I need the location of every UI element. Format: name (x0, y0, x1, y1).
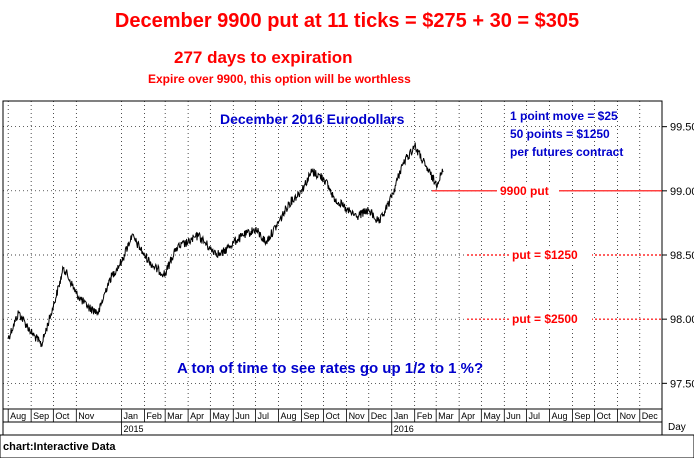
price-point (187, 241, 189, 243)
x-tick-label: Aug (10, 411, 26, 421)
x-tick-label: Sep (574, 411, 590, 421)
price-point (17, 312, 20, 314)
price-point (300, 190, 303, 192)
price-point (254, 228, 257, 230)
price-point (311, 170, 313, 173)
price-point (391, 196, 393, 198)
price-series-line (7, 142, 444, 348)
price-point (378, 222, 380, 224)
reference-line-label: put = $2500 (512, 312, 578, 326)
reference-label-bg (509, 312, 592, 327)
x-tick-label: Nov (349, 411, 366, 421)
x-tick-label: May (483, 411, 501, 421)
x-tick-label: Feb (146, 411, 162, 421)
price-point (277, 222, 280, 224)
price-point (323, 177, 325, 179)
reference-line-label: put = $1250 (512, 248, 578, 262)
price-point (52, 305, 54, 307)
days-to-expiration: 277 days to expiration (174, 48, 353, 67)
price-point (356, 215, 358, 218)
grid (3, 101, 662, 409)
headline: December 9900 put at 11 ticks = $275 + 3… (114, 10, 580, 32)
axis-ticks: 97.50 98.00 98.50 99.00 99.50 Aug Sep Oct Nov Jan… (7, 122, 694, 435)
reference-label-bg (509, 248, 592, 262)
price-point (401, 164, 403, 166)
price-point (288, 203, 290, 205)
x-tick-label: Apr (461, 411, 475, 421)
y-tick-label: 98.50 (670, 250, 694, 262)
x-tick-label: Jun (506, 411, 521, 421)
x-tick-label: Sep (33, 411, 49, 421)
reference-label-bg (497, 183, 559, 198)
series-layer (7, 142, 444, 348)
price-point (333, 196, 335, 198)
price-point (197, 235, 200, 237)
annotation-per-contract: per futures contract (510, 145, 623, 159)
x-tick-label: Mar (167, 411, 183, 421)
annotation-point-move: 1 point move = $25 (510, 109, 618, 123)
x-tick-label: Aug (551, 411, 567, 421)
y-tick-label: 99.00 (670, 186, 694, 198)
x-tick-label: Jul (528, 411, 540, 421)
price-point (220, 254, 222, 256)
footer-frame (0, 434, 694, 458)
price-point (63, 267, 65, 269)
x-tick-label: Dec (371, 411, 388, 421)
price-point (108, 280, 110, 282)
price-point (75, 292, 77, 295)
x-tick-label: Sep (303, 411, 319, 421)
x-tick-label: Oct (55, 411, 70, 421)
x-tick-label: May (212, 411, 230, 421)
price-point (265, 241, 267, 243)
y-tick-label: 99.50 (670, 122, 694, 134)
price-point (232, 241, 234, 243)
chart-source: chart:Interactive Data (3, 441, 116, 453)
reference-lines: 9900 put put = $1250 put = $2500 (432, 183, 662, 327)
expire-note: Expire over 9900, this option will be wo… (148, 72, 411, 86)
price-point (120, 260, 123, 263)
price-point (40, 344, 43, 346)
x-tick-label: Feb (417, 411, 433, 421)
x-tick-label: Nov (620, 411, 637, 421)
x-tick-label: Jan (123, 411, 138, 421)
x-tick-label: Aug (280, 411, 296, 421)
price-point (435, 183, 437, 186)
y-tick-label: 97.50 (670, 378, 694, 390)
price-point (345, 209, 348, 211)
price-point (424, 164, 426, 166)
price-point (30, 331, 32, 333)
chart-title: December 2016 Eurodollars (220, 111, 405, 127)
price-point (243, 235, 245, 237)
x-tick-label: Jan (394, 411, 409, 421)
price-point (164, 273, 166, 275)
y-tick-label: 98.00 (670, 314, 694, 326)
year-label: 2015 (123, 424, 143, 434)
price-point (414, 145, 416, 147)
price-point (143, 254, 146, 256)
price-point (86, 305, 88, 307)
x-tick-label: Jul (257, 411, 269, 421)
x-tick-label: Oct (597, 411, 612, 421)
price-point (154, 267, 156, 269)
x-tick-label: Mar (438, 411, 454, 421)
x-tick-label: Oct (326, 411, 341, 421)
price-point (368, 209, 370, 211)
price-point (7, 337, 9, 340)
annotation-fifty-points: 50 points = $1250 (510, 127, 610, 141)
year-label: 2016 (394, 424, 414, 434)
x-axis-label: Day (668, 422, 686, 433)
x-tick-label: Apr (190, 411, 204, 421)
price-point (131, 235, 133, 237)
price-point (209, 247, 211, 250)
x-tick-label: Jun (235, 411, 250, 421)
reference-line-label: 9900 put (500, 184, 549, 198)
x-tick-label: Nov (78, 411, 95, 421)
price-point (97, 312, 100, 314)
x-tick-label: Dec (642, 411, 659, 421)
price-point (442, 170, 444, 173)
price-point (174, 247, 177, 250)
annotation-rates: A ton of time to see rates go up 1/2 to … (177, 360, 483, 377)
